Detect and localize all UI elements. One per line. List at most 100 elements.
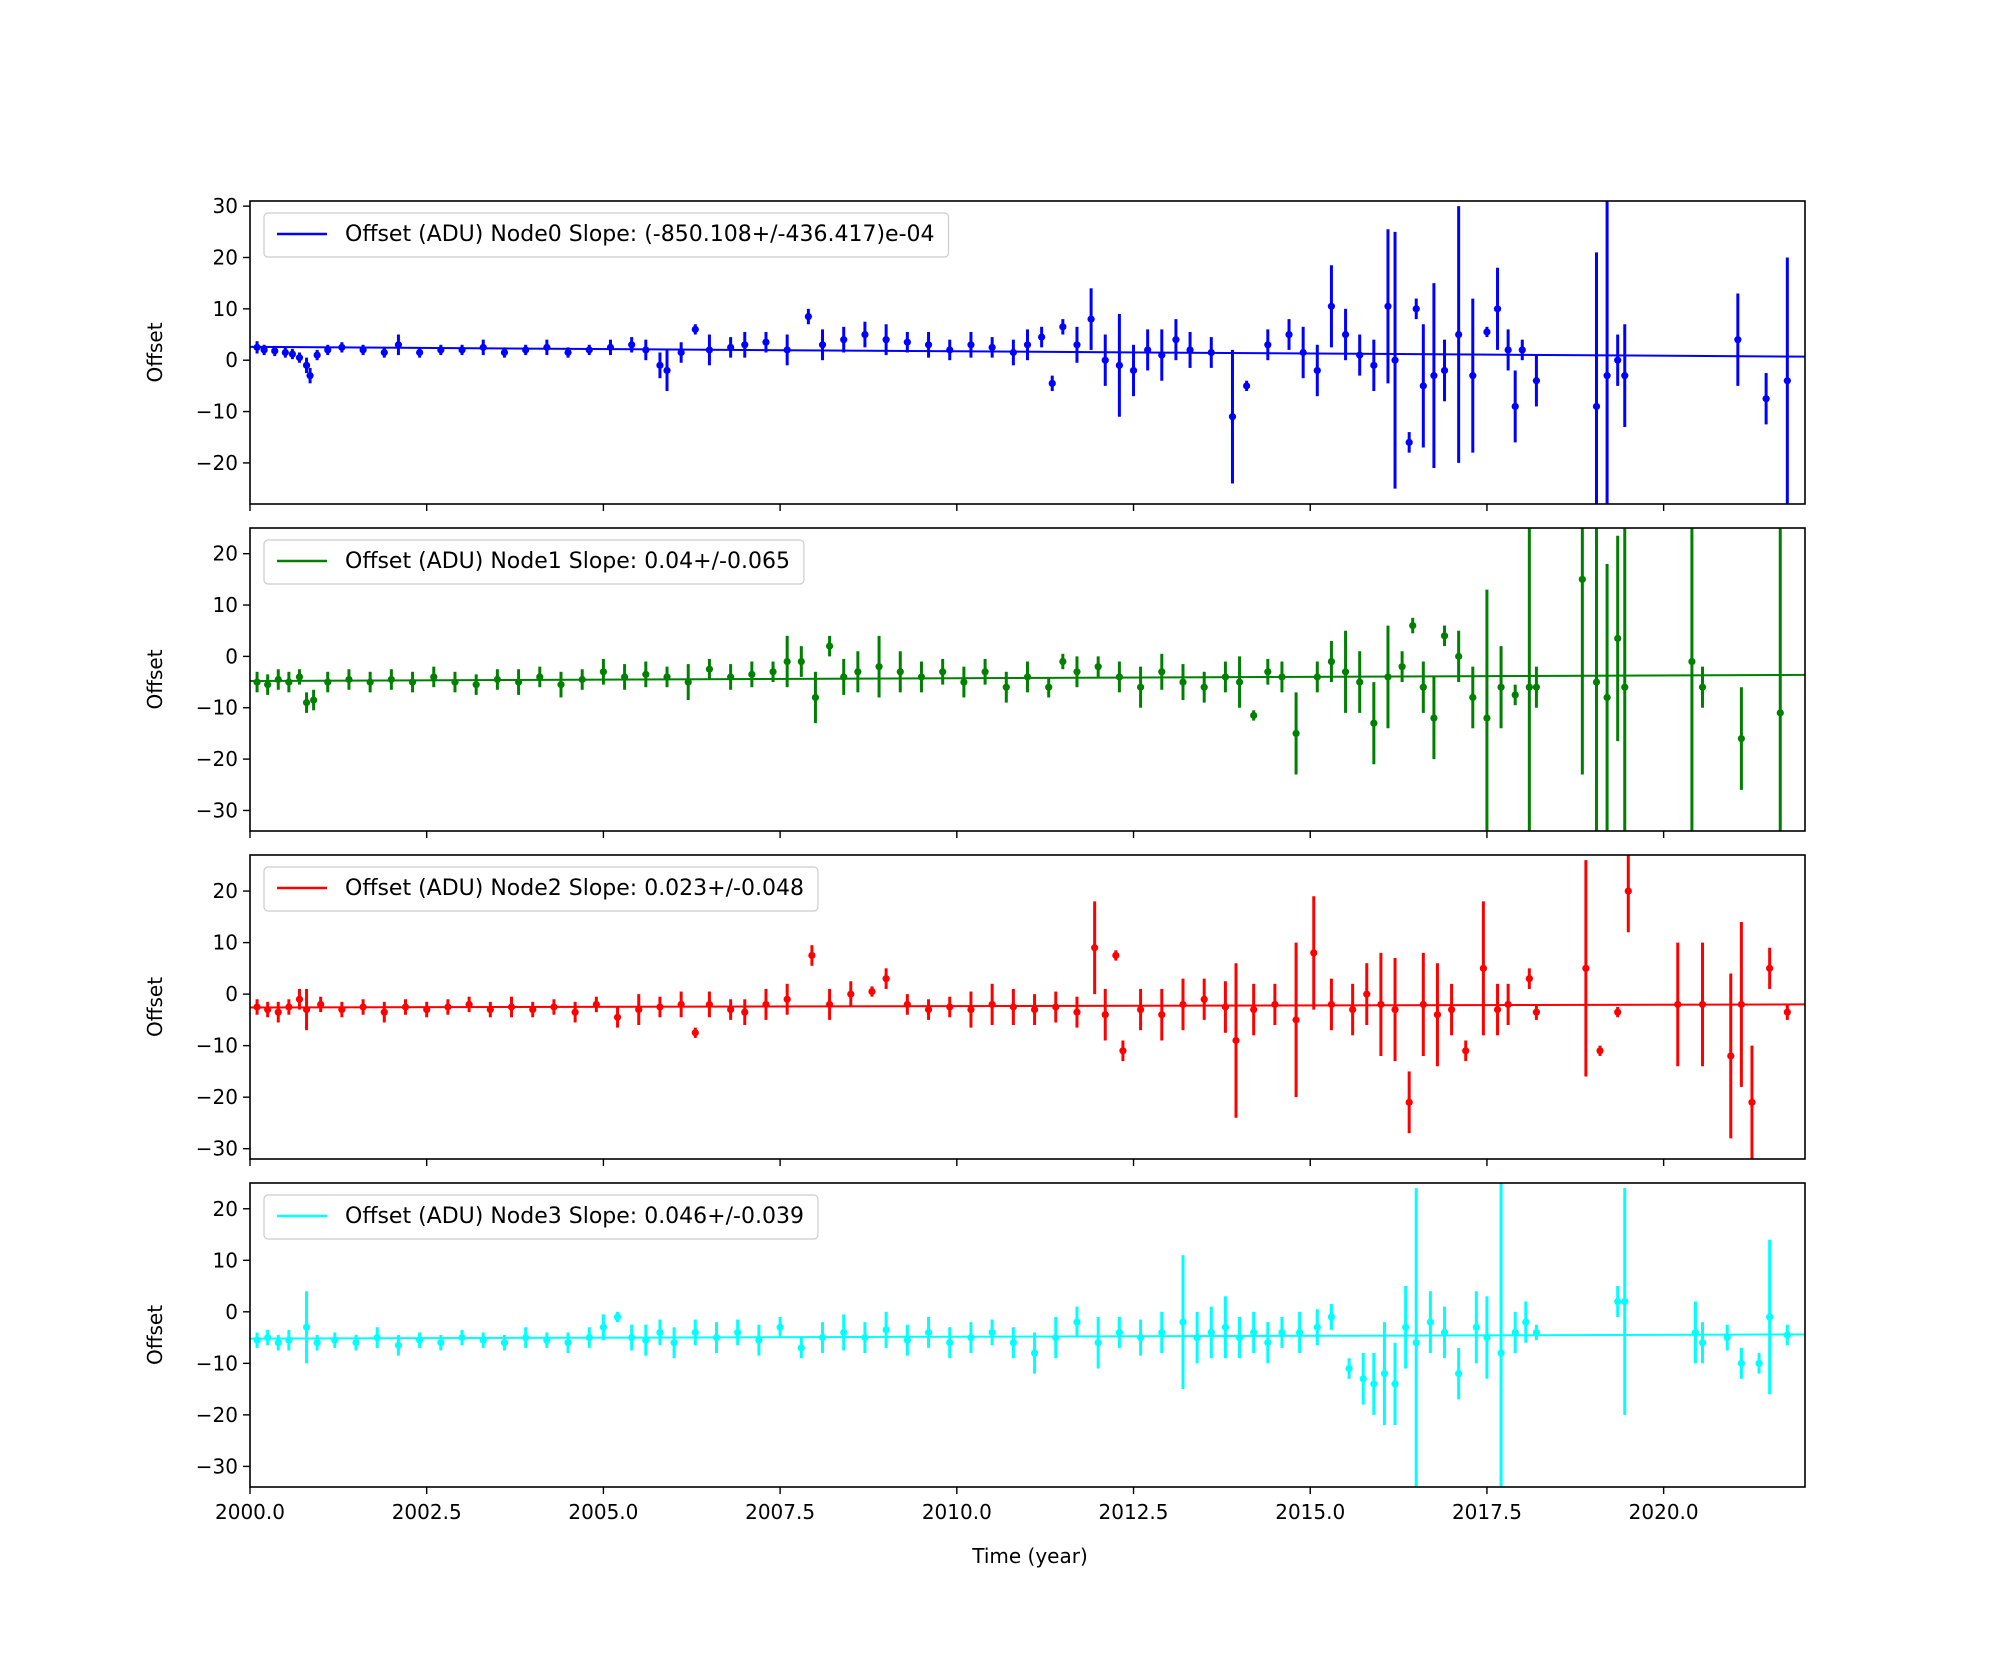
data-point bbox=[1221, 1323, 1230, 1331]
data-point bbox=[1462, 1047, 1470, 1055]
data-point bbox=[1723, 1333, 1731, 1342]
data-point bbox=[656, 1328, 664, 1337]
y-tick-label: −30 bbox=[196, 1454, 238, 1478]
data-point bbox=[1504, 346, 1512, 354]
data-point bbox=[1292, 729, 1300, 738]
legend-box bbox=[263, 1194, 819, 1240]
data-point bbox=[804, 312, 812, 321]
data-point bbox=[324, 678, 332, 686]
data-point bbox=[840, 336, 848, 344]
data-point bbox=[1278, 673, 1286, 681]
panel-node3: 20 10 0 −10 −20 −30 2000.0 2002.5 2005.0 2007.5 20… bbox=[143, 1182, 1806, 1524]
y-tick-label: −20 bbox=[196, 1403, 238, 1427]
axes-frame bbox=[249, 854, 1806, 1160]
data-point bbox=[705, 346, 714, 354]
axes-frame bbox=[249, 200, 1806, 505]
data-point bbox=[1313, 1323, 1321, 1331]
data-point bbox=[437, 346, 445, 354]
data-point bbox=[1144, 346, 1152, 354]
data-point bbox=[1440, 632, 1449, 640]
data-point bbox=[1052, 1333, 1060, 1342]
data-point bbox=[1200, 683, 1208, 691]
data-point bbox=[960, 678, 968, 686]
data-point bbox=[302, 1323, 311, 1331]
data-point bbox=[507, 1003, 516, 1011]
data-point bbox=[691, 325, 699, 333]
data-point bbox=[1094, 1339, 1102, 1347]
data-point bbox=[1783, 1008, 1791, 1016]
data-point bbox=[1030, 1005, 1039, 1014]
data-point bbox=[1327, 1000, 1336, 1009]
y-tick-label: 0 bbox=[225, 348, 238, 372]
data-point bbox=[324, 346, 332, 354]
data-point bbox=[670, 1339, 678, 1347]
data-point bbox=[1313, 366, 1321, 375]
y-tick-label: 0 bbox=[225, 1300, 238, 1324]
data-point bbox=[1691, 1328, 1700, 1337]
y-tick-label: −10 bbox=[196, 1034, 238, 1058]
data-point bbox=[599, 668, 608, 676]
data-point bbox=[1250, 711, 1258, 720]
data-point bbox=[783, 995, 791, 1003]
x-tick-label: 2017.5 bbox=[1452, 1500, 1522, 1524]
data-point bbox=[1384, 302, 1392, 310]
data-point bbox=[1285, 330, 1293, 339]
data-point bbox=[691, 1328, 699, 1337]
data-point bbox=[967, 1333, 975, 1342]
data-point bbox=[1525, 975, 1533, 983]
data-point bbox=[1603, 372, 1611, 380]
data-point bbox=[903, 1000, 911, 1009]
legend: Offset (ADU) Node2 Slope: 0.023+/-0.048 bbox=[263, 866, 819, 912]
data-point bbox=[529, 1005, 537, 1014]
data-point bbox=[1497, 1349, 1505, 1357]
data-point bbox=[1412, 1339, 1420, 1347]
data-point bbox=[458, 346, 466, 354]
data-point bbox=[1440, 366, 1449, 375]
data-point bbox=[825, 642, 834, 650]
data-point bbox=[1755, 1359, 1763, 1367]
plot-area bbox=[250, 528, 1805, 831]
axes-frame bbox=[249, 527, 1806, 832]
data-point bbox=[1596, 1047, 1604, 1055]
data-point bbox=[1179, 1318, 1187, 1326]
data-point bbox=[1359, 1375, 1367, 1383]
data-point bbox=[967, 341, 975, 349]
data-point bbox=[338, 343, 346, 351]
data-point bbox=[1115, 673, 1123, 681]
data-point bbox=[1136, 1333, 1145, 1342]
data-point bbox=[1674, 1000, 1682, 1009]
data-point bbox=[543, 343, 551, 351]
x-tick-label: 2010.0 bbox=[922, 1500, 992, 1524]
data-point bbox=[946, 1339, 954, 1347]
data-point bbox=[762, 338, 770, 346]
data-point bbox=[1688, 657, 1696, 666]
data-point bbox=[1119, 1047, 1127, 1055]
data-point bbox=[585, 1333, 593, 1342]
data-point bbox=[1592, 678, 1601, 686]
data-point bbox=[1232, 1036, 1240, 1045]
legend: Offset (ADU) Node1 Slope: 0.04+/-0.065 bbox=[263, 539, 805, 585]
data-point bbox=[818, 341, 827, 349]
data-point bbox=[313, 351, 321, 359]
x-tick-label: 2015.0 bbox=[1275, 1500, 1345, 1524]
data-point bbox=[302, 361, 311, 369]
y-tick-label: −30 bbox=[196, 798, 238, 822]
data-point bbox=[1402, 1323, 1410, 1331]
x-tick-label: 2020.0 bbox=[1629, 1500, 1699, 1524]
data-point bbox=[1483, 714, 1491, 722]
data-point bbox=[380, 1008, 388, 1016]
data-point bbox=[1009, 1339, 1017, 1347]
data-point bbox=[1483, 328, 1491, 336]
data-point bbox=[253, 1336, 261, 1344]
data-point bbox=[1469, 693, 1477, 702]
data-point bbox=[1073, 341, 1081, 349]
data-point bbox=[762, 1000, 770, 1009]
data-point bbox=[264, 681, 272, 689]
data-point bbox=[656, 1003, 664, 1011]
data-point bbox=[1235, 678, 1244, 686]
data-point bbox=[451, 678, 459, 686]
data-point bbox=[1038, 333, 1046, 341]
data-point bbox=[727, 1005, 735, 1014]
data-point bbox=[748, 670, 756, 678]
x-tick-label: 2012.5 bbox=[1099, 1500, 1169, 1524]
